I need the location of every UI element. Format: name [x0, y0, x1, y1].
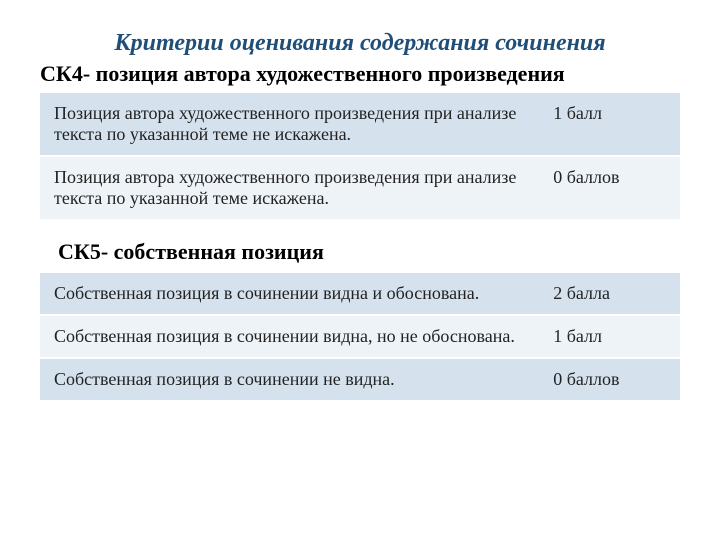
section-sk5: СК5- собственная позиция Собственная поз… [40, 239, 680, 402]
criteria-desc: Позиция автора художественного произведе… [40, 93, 539, 156]
criteria-score: 1 балл [539, 93, 680, 156]
section-sk4: СК4- позиция автора художественного прои… [40, 61, 680, 221]
criteria-desc: Позиция автора художественного произведе… [40, 156, 539, 220]
criteria-desc: Собственная позиция в сочинении видна и … [40, 273, 539, 315]
table-row: Собственная позиция в сочинении видна и … [40, 273, 680, 315]
table-row: Позиция автора художественного произведе… [40, 156, 680, 220]
table-row: Собственная позиция в сочинении видна, н… [40, 315, 680, 358]
table-row: Собственная позиция в сочинении не видна… [40, 358, 680, 401]
table-row: Позиция автора художественного произведе… [40, 93, 680, 156]
criteria-desc: Собственная позиция в сочинении видна, н… [40, 315, 539, 358]
section-heading-sk5: СК5- собственная позиция [58, 239, 680, 265]
criteria-score: 0 баллов [539, 156, 680, 220]
criteria-desc: Собственная позиция в сочинении не видна… [40, 358, 539, 401]
criteria-score: 0 баллов [539, 358, 680, 401]
criteria-table-sk4: Позиция автора художественного произведе… [40, 93, 680, 221]
slide-container: Критерии оценивания содержания сочинения… [0, 0, 720, 432]
criteria-score: 2 балла [539, 273, 680, 315]
criteria-table-sk5: Собственная позиция в сочинении видна и … [40, 273, 680, 402]
section-heading-sk4: СК4- позиция автора художественного прои… [40, 61, 680, 87]
criteria-score: 1 балл [539, 315, 680, 358]
main-title: Критерии оценивания содержания сочинения [40, 30, 680, 57]
